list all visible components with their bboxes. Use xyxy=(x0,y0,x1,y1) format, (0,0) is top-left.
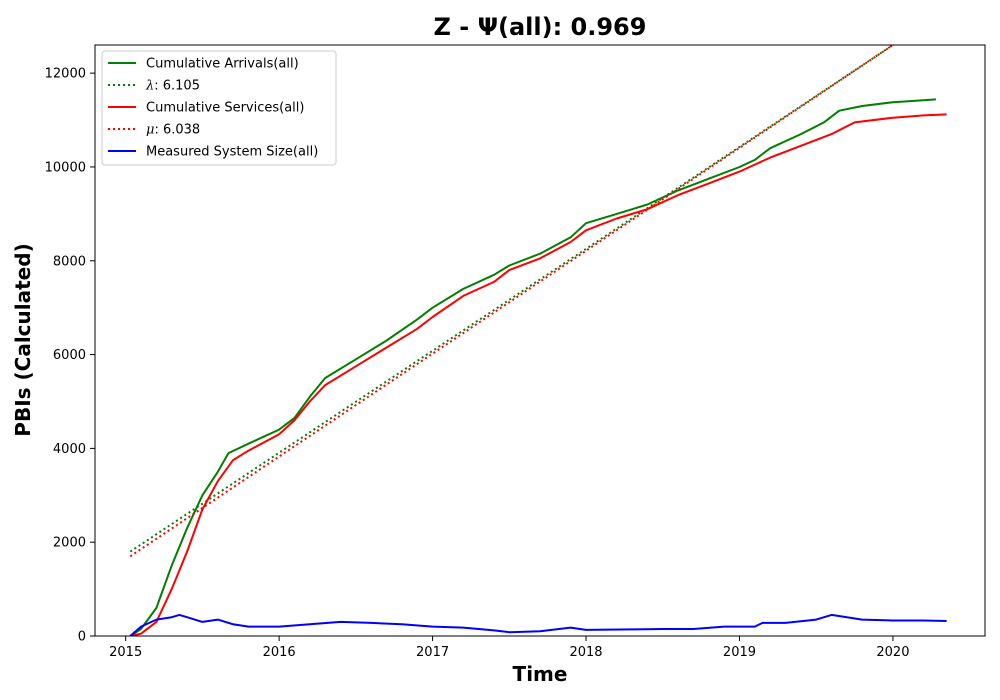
legend-label: λ: 6.105 xyxy=(145,79,200,94)
y-tick-label: 10000 xyxy=(45,160,86,175)
y-tick-label: 8000 xyxy=(53,254,86,269)
y-tick-label: 6000 xyxy=(53,348,86,363)
x-tick-label: 2015 xyxy=(109,645,142,660)
x-tick-label: 2016 xyxy=(263,645,296,660)
x-tick-label: 2020 xyxy=(876,645,909,660)
y-tick-label: 12000 xyxy=(45,67,86,82)
y-tick-label: 2000 xyxy=(53,536,86,551)
y-tick-label: 4000 xyxy=(53,442,86,457)
legend-label: μ: 6.038 xyxy=(146,123,200,138)
x-tick-label: 2018 xyxy=(569,645,602,660)
y-tick-label: 0 xyxy=(78,630,86,645)
y-axis-title: PBIs (Calculated) xyxy=(11,243,35,436)
x-tick-label: 2017 xyxy=(416,645,449,660)
legend-label: Measured System Size(all) xyxy=(146,145,318,160)
x-axis-title: Time xyxy=(513,662,568,686)
legend-label: Cumulative Arrivals(all) xyxy=(146,57,299,72)
legend-label: Cumulative Services(all) xyxy=(146,101,304,116)
chart-title: Z - Ψ(all): 0.969 xyxy=(434,13,647,41)
legend: Cumulative Arrivals(all) λ: 6.105 Cumulati… xyxy=(102,51,336,165)
x-tick-label: 2019 xyxy=(723,645,756,660)
